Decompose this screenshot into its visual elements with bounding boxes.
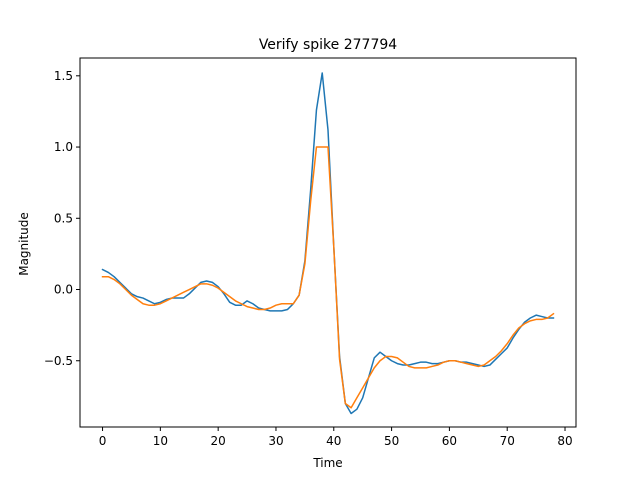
x-tick-label: 30 xyxy=(268,434,283,448)
axes-frame xyxy=(79,57,577,428)
x-tick-label: 70 xyxy=(500,434,515,448)
x-tick-label: 40 xyxy=(326,434,341,448)
y-tick-label: 1.5 xyxy=(54,69,73,83)
series-line-1 xyxy=(101,72,555,415)
x-tick-label: 50 xyxy=(384,434,399,448)
y-tick-label: 1.0 xyxy=(54,140,73,154)
chart-title: Verify spike 277794 xyxy=(259,37,397,53)
x-tick-label: 80 xyxy=(557,434,572,448)
x-tick-label: 20 xyxy=(211,434,226,448)
series-line-2 xyxy=(101,146,555,409)
x-axis-label: Time xyxy=(312,456,342,470)
y-tick-label: 0.5 xyxy=(54,211,73,225)
plot-area: 0 10 20 30 40 50 60 70 80 −0.5 0.0 0.5 1.0 1.5 xyxy=(44,57,577,448)
y-tick-label: −0.5 xyxy=(44,354,73,368)
y-axis-label: Magnitude xyxy=(17,212,31,276)
y-tick-label: 0.0 xyxy=(54,283,73,297)
x-tick-label: 10 xyxy=(153,434,168,448)
x-tick-label: 60 xyxy=(442,434,457,448)
x-tick-label: 0 xyxy=(99,434,107,448)
